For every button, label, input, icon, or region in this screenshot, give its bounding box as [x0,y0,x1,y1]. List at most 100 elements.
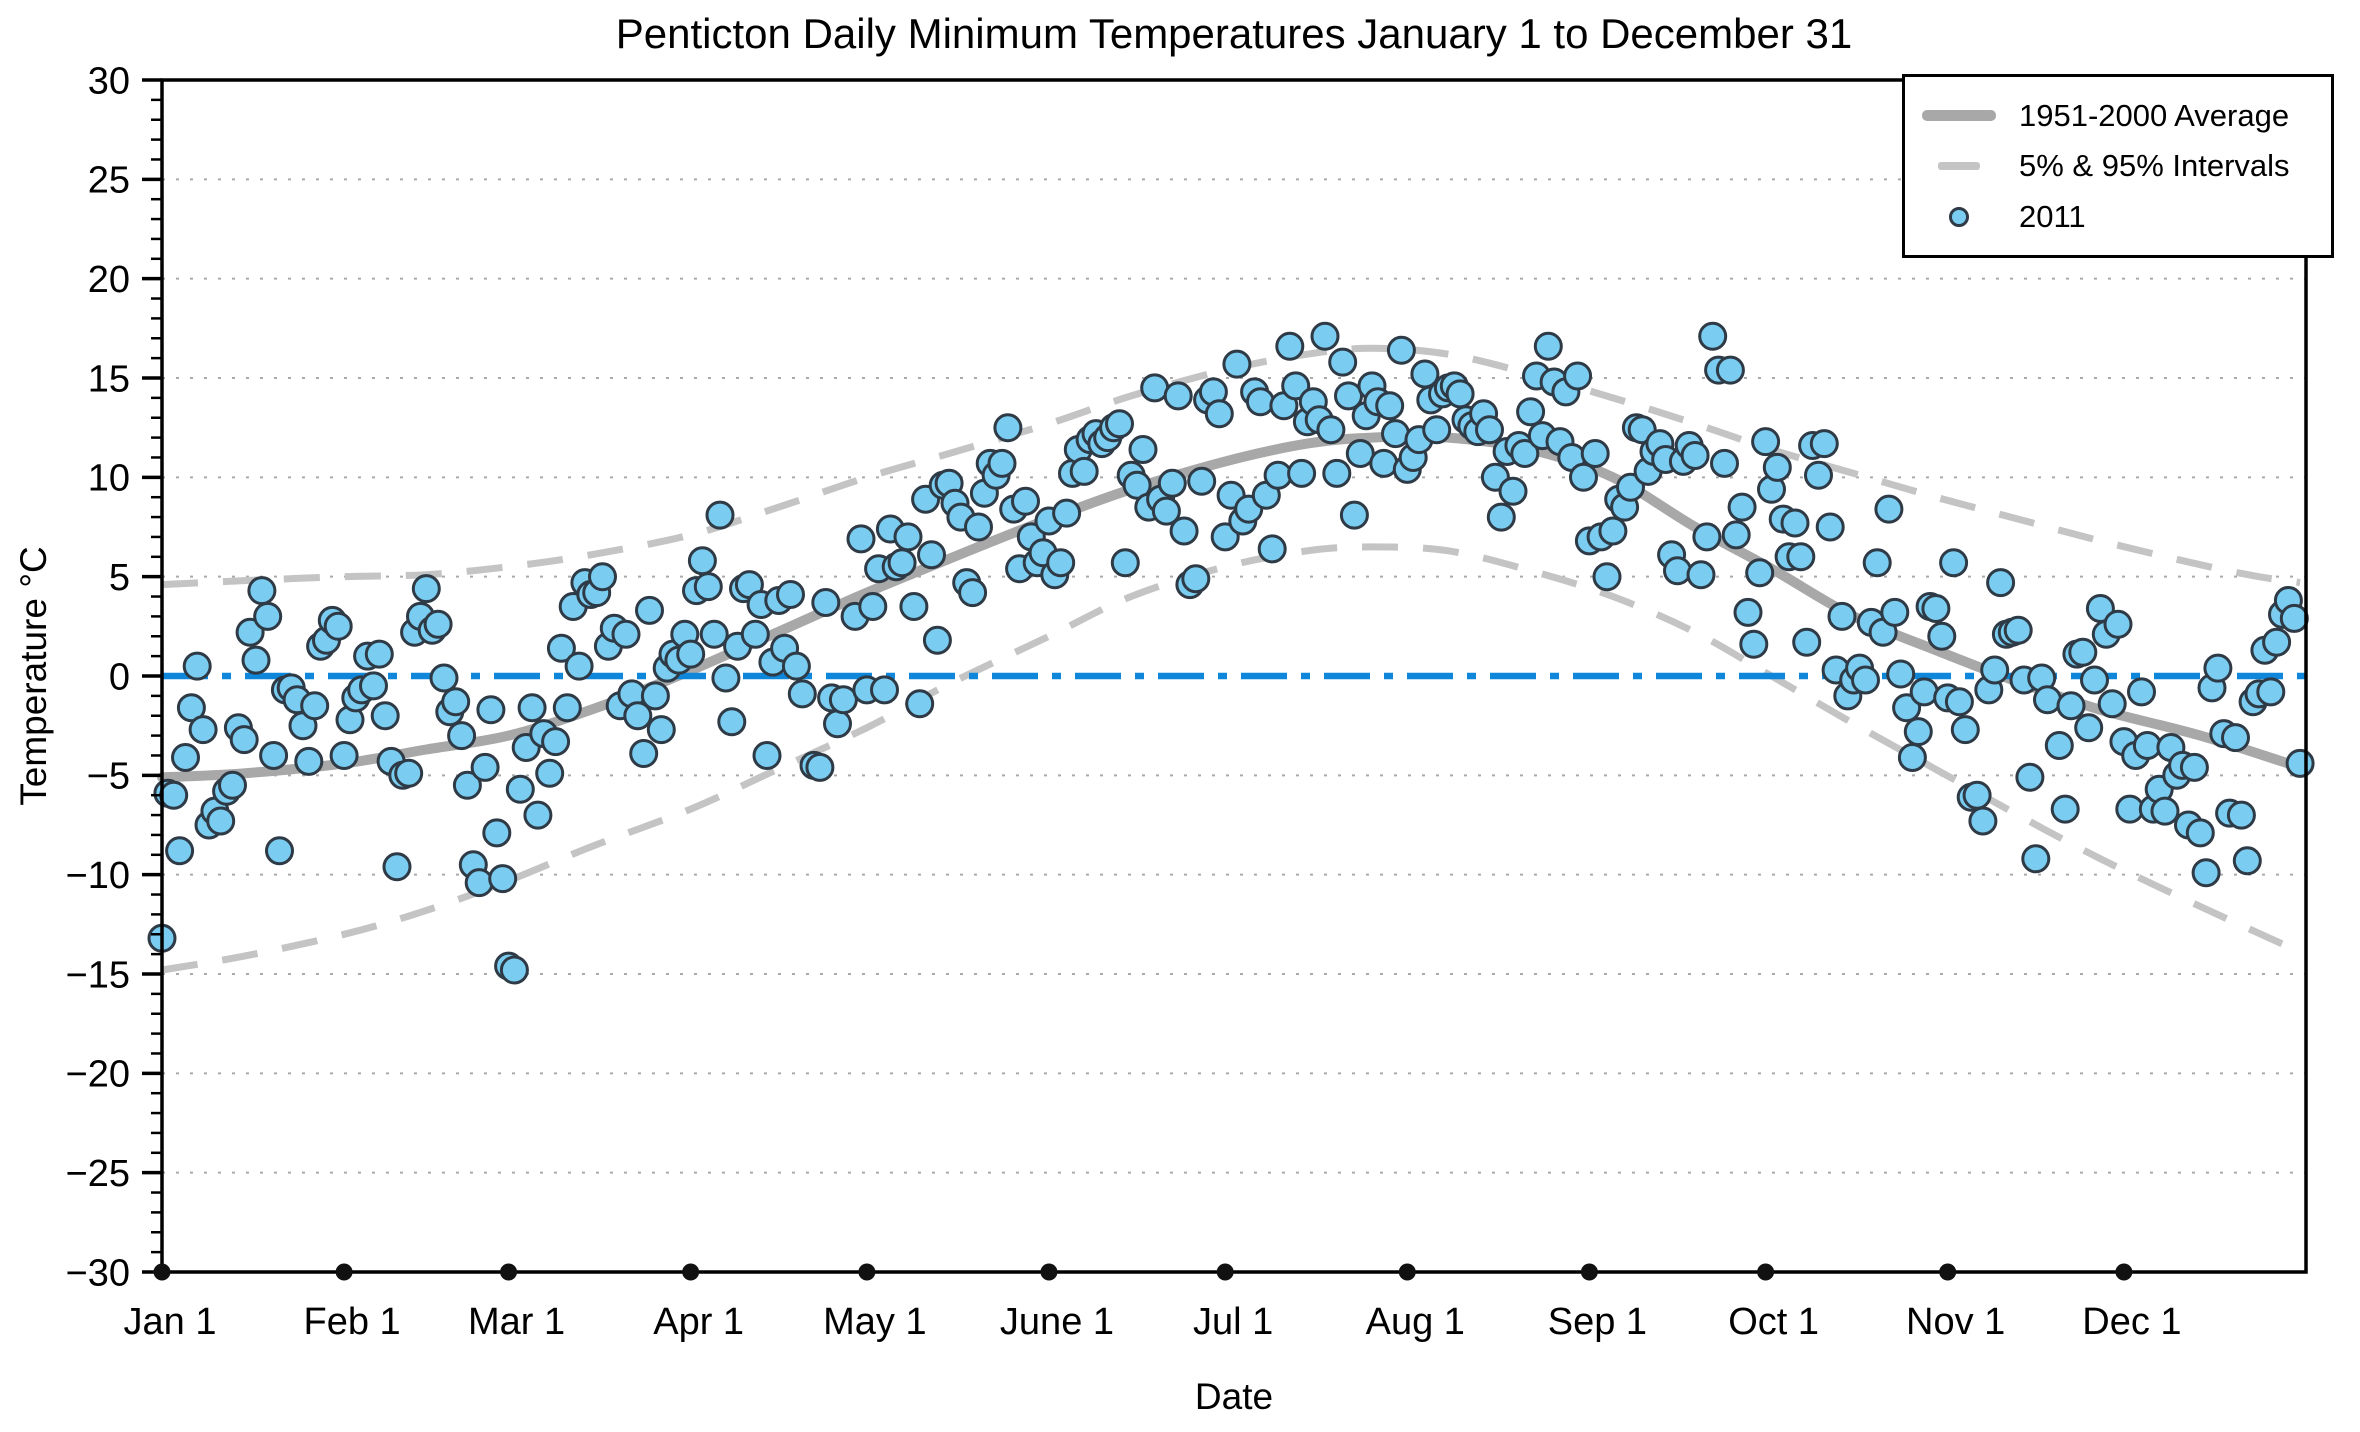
data-point-2011 [1122,470,1152,500]
legend-box: 1951-2000 Average 5% & 95% Intervals 201… [1902,74,2334,258]
data-point-2011 [922,625,952,655]
data-point-2011 [2150,796,2180,826]
data-point-2011 [1792,627,1822,657]
data-point-2011 [1375,391,1405,421]
month-tick-dot [682,1263,700,1281]
data-point-2011 [1381,419,1410,449]
y-tick-label: 25 [88,160,130,202]
data-point-2011 [1909,677,1939,707]
average-curve [157,431,2306,783]
data-point-2011 [1903,717,1933,747]
data-point-2011 [247,576,277,606]
x-tick-label: Jan 1 [124,1301,217,1343]
data-point-2011 [1968,806,1998,836]
data-point-2011 [1310,321,1340,351]
data-point-2011 [359,671,388,701]
y-tick-label: 20 [88,259,130,301]
data-point-2011 [1804,460,1833,490]
data-point-2011 [2033,685,2062,715]
x-tick-label: Mar 1 [468,1301,565,1343]
data-point-2011 [2021,844,2051,874]
data-point-2011 [1851,665,1880,695]
data-point-2011 [1980,655,2010,685]
data-point-2011 [423,609,453,639]
data-point-2011 [640,681,670,711]
data-point-2011 [323,611,353,641]
data-point-2011 [2185,818,2215,848]
x-axis-label: Date [1194,1376,1274,1417]
data-point-2011 [1069,456,1099,486]
scatter-marker-sample [1921,206,1997,227]
legend-item-2011: 2011 [1921,199,2315,235]
data-point-2011 [1569,462,1598,492]
data-point-2011 [1245,387,1275,417]
data-point-2011 [411,574,441,604]
data-point-2011 [629,739,659,768]
data-point-2011 [2003,615,2033,645]
data-point-2011 [1287,458,1317,488]
data-point-2011 [182,651,212,681]
data-point-2011 [488,864,518,894]
data-point-2011 [1386,335,1416,365]
data-point-2011 [846,524,876,554]
data-point-2011 [1339,500,1369,530]
data-point-2011 [1011,486,1040,516]
data-point-2011 [699,619,729,649]
data-point-2011 [776,580,805,609]
data-point-2011 [887,548,917,578]
data-point-2011 [1598,516,1628,546]
legend-intervals-label: 5% & 95% Intervals [2019,148,2290,183]
data-point-2011 [1739,629,1769,659]
data-point-2011 [1950,715,1980,745]
data-point-2011 [517,693,547,723]
data-point-2011 [241,645,271,675]
x-tick-label: June 1 [1000,1301,1114,1343]
data-point-2011 [687,546,717,576]
data-point-2011 [905,689,935,719]
data-point-2011 [1316,415,1346,445]
data-point-2011 [987,448,1017,478]
data-point-2011 [552,693,582,723]
y-tick-label: 30 [88,60,130,102]
data-point-2011 [1187,466,1217,496]
y-tick-label: 5 [109,557,130,599]
data-point-2011 [394,758,424,788]
data-point-2011 [329,741,359,770]
data-point-2011 [505,774,535,804]
data-point-2011 [1222,349,1252,379]
data-point-2011 [752,741,782,770]
data-point-2011 [535,758,565,788]
data-point-2011 [964,512,993,542]
data-point-2011 [1263,460,1293,490]
data-point-2011 [1786,542,1816,572]
data-point-2011 [711,663,741,693]
data-point-2011 [893,522,923,552]
data-point-2011 [635,595,664,625]
data-point-2011 [1210,522,1240,552]
data-point-2011 [364,639,394,669]
data-point-2011 [1698,321,1728,351]
data-point-2011 [165,836,195,866]
data-point-2011 [2256,677,2286,707]
data-point-2011 [464,868,494,898]
x-tick-label: Dec 1 [2082,1301,2181,1343]
month-tick-dot [1580,1263,1598,1281]
data-point-2011 [1257,534,1287,564]
data-point-2011 [2103,609,2133,639]
lower-interval-curve [161,543,2302,974]
month-tick-dot [1216,1263,1234,1281]
data-point-2011 [1892,693,1922,723]
data-point-2011 [1281,371,1311,401]
data-point-2011 [1727,492,1757,522]
data-point-2011 [1516,397,1546,427]
data-point-2011 [917,540,946,570]
month-tick-dot [1757,1263,1775,1281]
legend-item-intervals: 5% & 95% Intervals [1921,148,2315,184]
data-point-2011 [1692,522,1722,552]
data-point-2011 [206,806,236,836]
data-point-2011 [265,836,294,866]
y-axis-label: Temperature °C [13,546,54,806]
data-point-2011 [1862,548,1892,578]
data-point-2011 [1052,498,1082,528]
data-point-2011 [2285,748,2315,778]
